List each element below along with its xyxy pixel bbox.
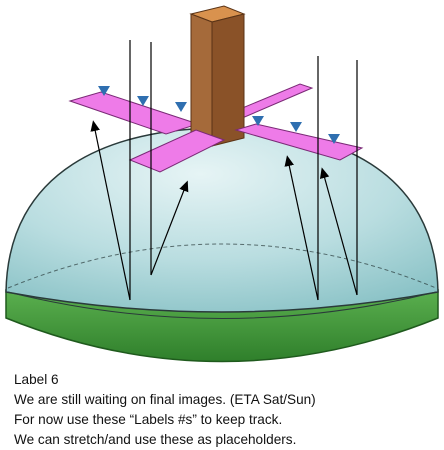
incident-ray-heads (98, 86, 340, 144)
panel-left (68, 91, 200, 135)
incident-rays (102, 12, 336, 136)
caption-title: Label 6 (14, 372, 59, 387)
mast-front (190, 13, 213, 147)
caption-line-1: We are still waiting on final images. (E… (14, 392, 316, 407)
caption-line-3: We can stretch/and use these as placehol… (14, 432, 297, 447)
caption-box: Label 6 We are still waiting on final im… (6, 367, 346, 450)
mast-side (211, 13, 245, 147)
caption-line-2: For now use these “Labels #s” to keep tr… (14, 412, 283, 427)
dome-equator (7, 243, 437, 289)
panel-front-right (234, 123, 364, 161)
reflection-lines (90, 40, 358, 301)
panel-front-left (128, 129, 226, 173)
dome-shell (5, 127, 439, 313)
